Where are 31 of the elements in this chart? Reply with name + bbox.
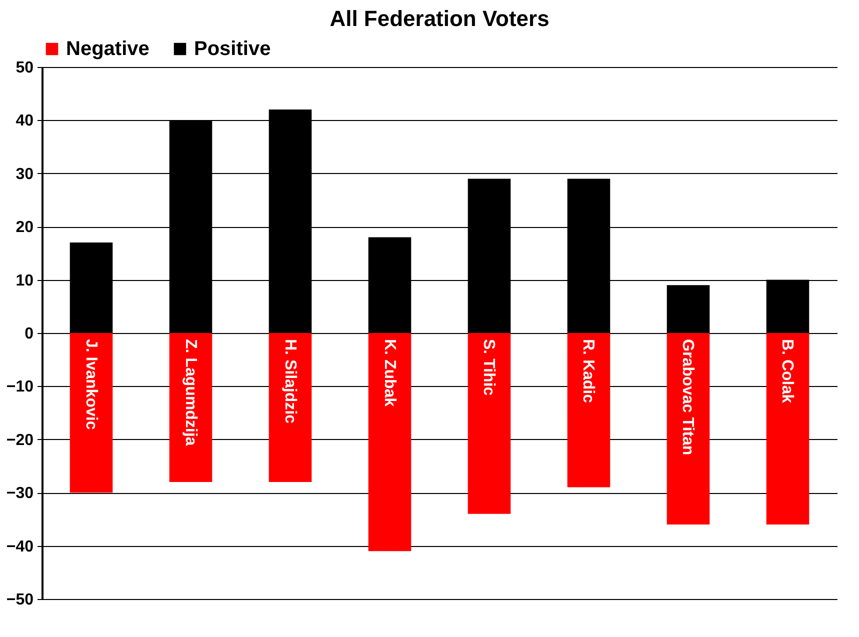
bar	[169, 333, 212, 482]
x-tick-label: H. Silajdzic	[281, 339, 298, 424]
y-tick-label: 30	[16, 166, 34, 183]
y-tick-label: −50	[6, 592, 34, 608]
x-tick-label: B. Colak	[778, 339, 796, 404]
chart-title: All Federation Voters	[330, 6, 550, 31]
y-tick-label: −30	[6, 485, 34, 502]
bar	[666, 333, 710, 525]
bar	[368, 333, 412, 552]
y-tick-label: 40	[16, 112, 34, 130]
x-tick-label: Z. Lagumdzija	[182, 339, 199, 446]
legend-label: Positive	[194, 38, 271, 60]
legend-label: Negative	[66, 38, 150, 60]
x-tick-label: S. Tihic	[480, 339, 498, 396]
bar	[268, 333, 312, 482]
bar	[468, 333, 511, 514]
y-tick-label: −40	[6, 538, 34, 556]
y-tick-label: 50	[16, 60, 34, 76]
x-tick-label: R. Kadic	[580, 339, 597, 404]
x-tick-label: K. Zubak	[380, 339, 398, 407]
y-tick-label: 10	[16, 272, 34, 290]
x-tick-label: J. Ivankovic	[82, 339, 100, 430]
bar	[666, 285, 710, 333]
y-tick-label: 0	[24, 326, 34, 342]
bar	[70, 333, 113, 493]
y-tick-label: 20	[16, 219, 34, 236]
x-tick-label: Grabovac Titan	[679, 339, 696, 456]
bar	[567, 333, 610, 488]
bar	[766, 333, 810, 525]
y-tick-label: −10	[6, 378, 34, 396]
y-tick-label: −20	[6, 432, 34, 449]
